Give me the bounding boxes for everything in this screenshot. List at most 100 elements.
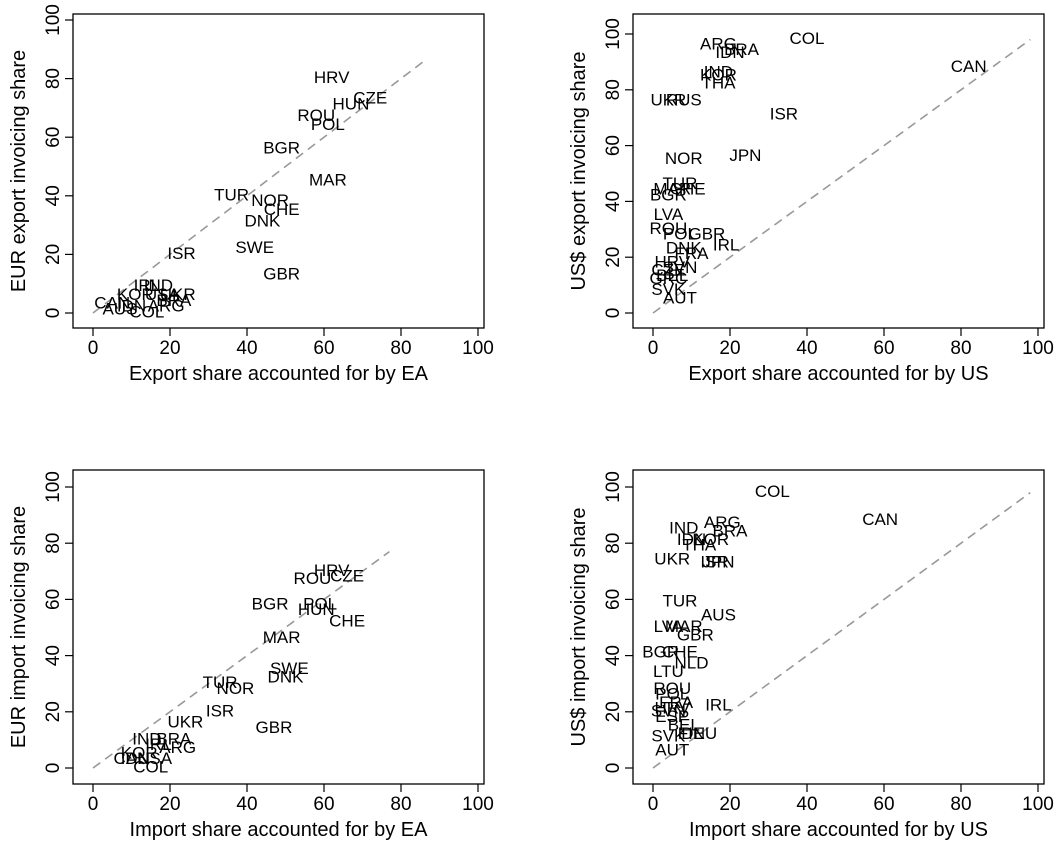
point-label-hun: HUN [333, 94, 370, 113]
point-label-ukr: UKR [654, 550, 690, 569]
point-label-hun: HUN [298, 600, 335, 619]
point-label-aus: AUS [102, 300, 137, 319]
y-tick-label: 80 [43, 533, 64, 554]
point-label-irl: IRL [145, 735, 171, 754]
point-label-ltu: LTU [653, 662, 684, 681]
reference-line [92, 550, 390, 769]
point-label-pol: POL [303, 595, 337, 614]
point-label-col: COL [129, 302, 164, 321]
point-label-ind: IND [669, 519, 698, 538]
point-label-irl: IRL [713, 236, 739, 255]
point-label-svn: SVN [651, 701, 686, 720]
point-label-swe: SWE [235, 238, 274, 257]
x-tick-label: 80 [390, 794, 411, 815]
point-label-svn: SVN [662, 258, 697, 277]
point-label-idn: IDN [677, 530, 706, 549]
plot-frame [632, 469, 1045, 785]
point-label-rou: ROU [650, 219, 688, 238]
y-tick-label: 20 [43, 701, 64, 722]
y-tick-label: 0 [43, 763, 64, 774]
point-label-nor: NOR [251, 191, 289, 210]
y-tick-label: 20 [603, 701, 624, 722]
point-label-cze: CZE [651, 261, 685, 280]
plot-frame [72, 469, 485, 785]
point-label-bra: BRA [713, 521, 749, 540]
x-tick-label: 80 [950, 338, 971, 359]
y-tick-label: 100 [603, 471, 624, 503]
point-label-aut: AUT [655, 741, 689, 760]
x-tick-label: 60 [873, 794, 894, 815]
point-label-isr: ISR [167, 244, 195, 263]
point-label-usa: USA [137, 749, 173, 768]
point-label-rou: ROU [653, 679, 691, 698]
scatter-panel: 0 20 40 60 80 100 0 20 40 60 80 100 Import share acc… [568, 469, 1054, 841]
point-label-mar: MAR [309, 171, 347, 190]
point-label-arg: ARG [704, 513, 741, 532]
x-tick-label: 20 [719, 794, 740, 815]
x-axis-title: Export share accounted for by US [688, 363, 988, 385]
scatter-panel: 0 20 40 60 80 100 0 20 40 60 80 100 Import share acc… [8, 469, 494, 841]
point-label-mar: MAR [263, 628, 301, 647]
reference-line [652, 491, 1031, 769]
point-label-hrv: HRV [654, 252, 690, 271]
point-label-bgr: BGR [263, 138, 300, 157]
x-tick-label: 100 [462, 794, 494, 815]
point-label-ind: IND [132, 729, 161, 748]
reference-line [92, 60, 425, 314]
y-tick-label: 80 [603, 79, 624, 100]
point-label-jpn: JPN [729, 146, 761, 165]
y-tick-label: 100 [603, 18, 624, 50]
point-label-mar: MAR [665, 617, 703, 636]
x-tick-label: 40 [796, 338, 817, 359]
point-label-kor: KOR [692, 530, 729, 549]
point-label-hrv: HRV [314, 68, 350, 87]
point-label-tur: TUR [662, 592, 697, 611]
point-label-col: COL [755, 482, 790, 501]
x-tick-label: 80 [390, 338, 411, 359]
point-label-ind: IND [704, 63, 733, 82]
y-tick-label: 60 [43, 127, 64, 148]
y-tick-label: 80 [603, 533, 624, 554]
point-label-hrv: HRV [314, 561, 350, 580]
point-label-rou: ROU [297, 106, 335, 125]
x-tick-label: 100 [1022, 338, 1054, 359]
scatter-panel: 0 20 40 60 80 100 0 20 40 60 80 100 Export share acc… [8, 4, 494, 385]
x-tick-label: 100 [462, 338, 494, 359]
point-label-hrv: HRV [654, 698, 690, 717]
point-label-fra: FRA [659, 693, 694, 712]
point-label-can: CAN [862, 510, 898, 529]
point-label-tur: TUR [214, 185, 249, 204]
point-label-fin: FIN [678, 724, 705, 743]
point-label-ukr: UKR [650, 90, 686, 109]
point-label-bgr: BGR [650, 185, 687, 204]
x-tick-label: 0 [648, 794, 659, 815]
point-label-gbr: GBR [677, 625, 714, 644]
point-label-lva: LVA [654, 205, 684, 224]
point-label-irl: IRL [705, 696, 731, 715]
point-label-pol: POL [663, 224, 697, 243]
y-axis-title: US$ export invoicing share [568, 51, 590, 290]
point-label-gbr: GBR [263, 264, 300, 283]
point-label-arg: ARG [159, 738, 196, 757]
plot-frame [72, 13, 485, 329]
x-tick-label: 40 [236, 794, 257, 815]
x-tick-label: 60 [313, 338, 334, 359]
y-tick-label: 100 [43, 4, 64, 36]
point-label-idn: IDN [715, 43, 744, 62]
point-label-aus: AUS [701, 606, 736, 625]
point-label-tha: THA [701, 74, 736, 93]
point-label-che: CHE [264, 200, 300, 219]
x-tick-label: 40 [796, 794, 817, 815]
point-label-kor: KOR [700, 65, 737, 84]
point-label-can: CAN [114, 749, 150, 768]
point-label-tur: TUR [662, 174, 697, 193]
point-label-ukr: UKR [167, 713, 203, 732]
point-label-usa: USA [145, 285, 181, 304]
point-label-tur: TUR [203, 673, 238, 692]
x-tick-label: 0 [648, 338, 659, 359]
point-label-bra: BRA [156, 291, 192, 310]
point-label-che: CHE [670, 180, 706, 199]
point-label-isr: ISR [206, 701, 234, 720]
point-label-isr: ISR [700, 552, 728, 571]
